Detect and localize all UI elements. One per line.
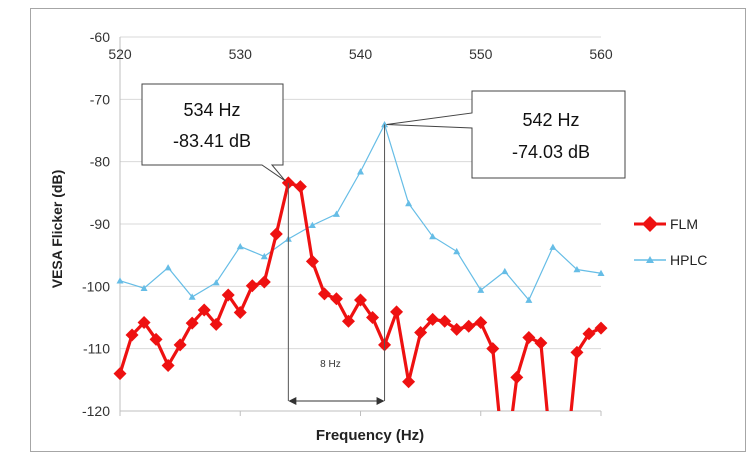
data-point-flm: [149, 332, 163, 346]
callout-right-box: [386, 90, 626, 179]
y-tick-label: -80: [90, 154, 110, 170]
data-point-hplc: [597, 269, 605, 277]
legend-label-flm: FLM: [670, 216, 698, 232]
data-point-flm: [161, 358, 175, 372]
data-point-flm: [594, 321, 608, 335]
data-point-flm: [486, 342, 500, 356]
data-point-flm: [233, 306, 247, 320]
data-point-flm: [510, 370, 524, 384]
data-point-flm: [438, 314, 452, 328]
data-point-flm: [426, 312, 440, 326]
data-point-flm: [450, 322, 464, 336]
y-tick-label: -70: [90, 91, 110, 107]
data-point-flm: [462, 319, 476, 333]
callout-left-line1: 534 Hz: [183, 100, 240, 120]
data-point-hplc: [260, 252, 268, 260]
data-point-hplc: [357, 168, 364, 175]
y-tick-label: -90: [90, 216, 110, 232]
data-point-flm: [125, 328, 139, 342]
data-point-flm: [414, 325, 428, 339]
x-tick-label: 520: [108, 46, 132, 62]
interval-arrow-head-left: [288, 397, 297, 405]
x-tick-label: 560: [589, 46, 613, 62]
data-point-flm: [113, 367, 127, 381]
x-axis-title: Frequency (Hz): [316, 427, 424, 444]
data-point-hplc: [453, 247, 461, 255]
legend-label-hplc: HPLC: [670, 252, 707, 268]
interval-label: 8 Hz: [320, 359, 341, 370]
data-point-flm: [317, 287, 331, 301]
callout-right-line2: -74.03 dB: [512, 142, 590, 162]
data-point-hplc: [429, 232, 437, 240]
data-point-hplc: [116, 277, 124, 284]
data-point-hplc: [381, 120, 389, 128]
data-point-flm: [221, 288, 235, 302]
y-axis-title: VESA Flicker (dB): [49, 170, 65, 289]
legend: FLM HPLC: [634, 216, 707, 268]
data-point-hplc: [549, 243, 557, 250]
data-point-flm: [173, 338, 187, 352]
data-point-hplc: [308, 221, 316, 229]
x-tick-label: 530: [229, 46, 253, 62]
tick-labels: -60 -70 -80 -90 -100 -110 -120 520 530 540 550 560: [82, 29, 613, 419]
x-tick-label: 540: [349, 46, 373, 62]
data-point-flm: [245, 279, 259, 293]
data-point-flm: [522, 330, 536, 344]
data-point-flm: [329, 292, 343, 306]
data-point-hplc: [188, 293, 196, 300]
data-point-flm: [474, 315, 488, 329]
data-point-flm: [305, 254, 319, 268]
interval-arrow-head-right: [376, 397, 385, 405]
data-point-hplc: [140, 284, 148, 292]
data-point-flm: [534, 336, 548, 350]
data-point-flm: [570, 345, 584, 359]
y-tick-label: -120: [82, 403, 110, 419]
data-point-hplc: [525, 296, 533, 303]
data-point-hplc: [236, 242, 244, 250]
series-group: [113, 120, 608, 411]
data-point-hplc: [573, 266, 581, 273]
data-point-flm: [390, 305, 404, 319]
data-point-flm: [402, 375, 416, 389]
legend-marker-hplc: [646, 256, 654, 263]
y-tick-label: -60: [90, 29, 110, 45]
data-point-flm: [185, 316, 199, 330]
legend-marker-flm: [642, 216, 658, 232]
callout-left-line2: -83.41 dB: [173, 131, 251, 151]
data-point-hplc: [477, 286, 485, 293]
data-point-flm: [269, 227, 283, 241]
data-point-hplc: [212, 279, 220, 286]
y-tick-label: -100: [82, 278, 110, 294]
data-point-flm: [582, 327, 596, 341]
data-point-hplc: [164, 264, 172, 271]
annotations: 8 Hz 534 Hz -83.41 dB 542 Hz -74.03 dB: [141, 83, 626, 405]
callout-right-line1: 542 Hz: [522, 110, 579, 130]
data-point-flm: [354, 293, 367, 307]
callout-left-box: [141, 83, 286, 182]
chart-frame: [30, 8, 746, 452]
data-point-flm: [257, 275, 271, 289]
data-point-hplc: [332, 210, 340, 217]
y-tick-label: -110: [83, 341, 110, 357]
data-point-flm: [137, 315, 151, 329]
data-point-hplc: [501, 267, 509, 275]
data-point-flm: [197, 303, 211, 317]
data-point-hplc: [405, 199, 413, 207]
axes: [119, 37, 602, 416]
legend-item-flm: FLM: [634, 216, 698, 232]
data-point-flm: [366, 311, 380, 324]
legend-item-hplc: HPLC: [634, 252, 707, 268]
data-point-flm: [341, 314, 355, 328]
x-tick-label: 550: [469, 46, 493, 62]
data-point-flm: [209, 317, 223, 331]
data-point-flm: [293, 180, 307, 194]
